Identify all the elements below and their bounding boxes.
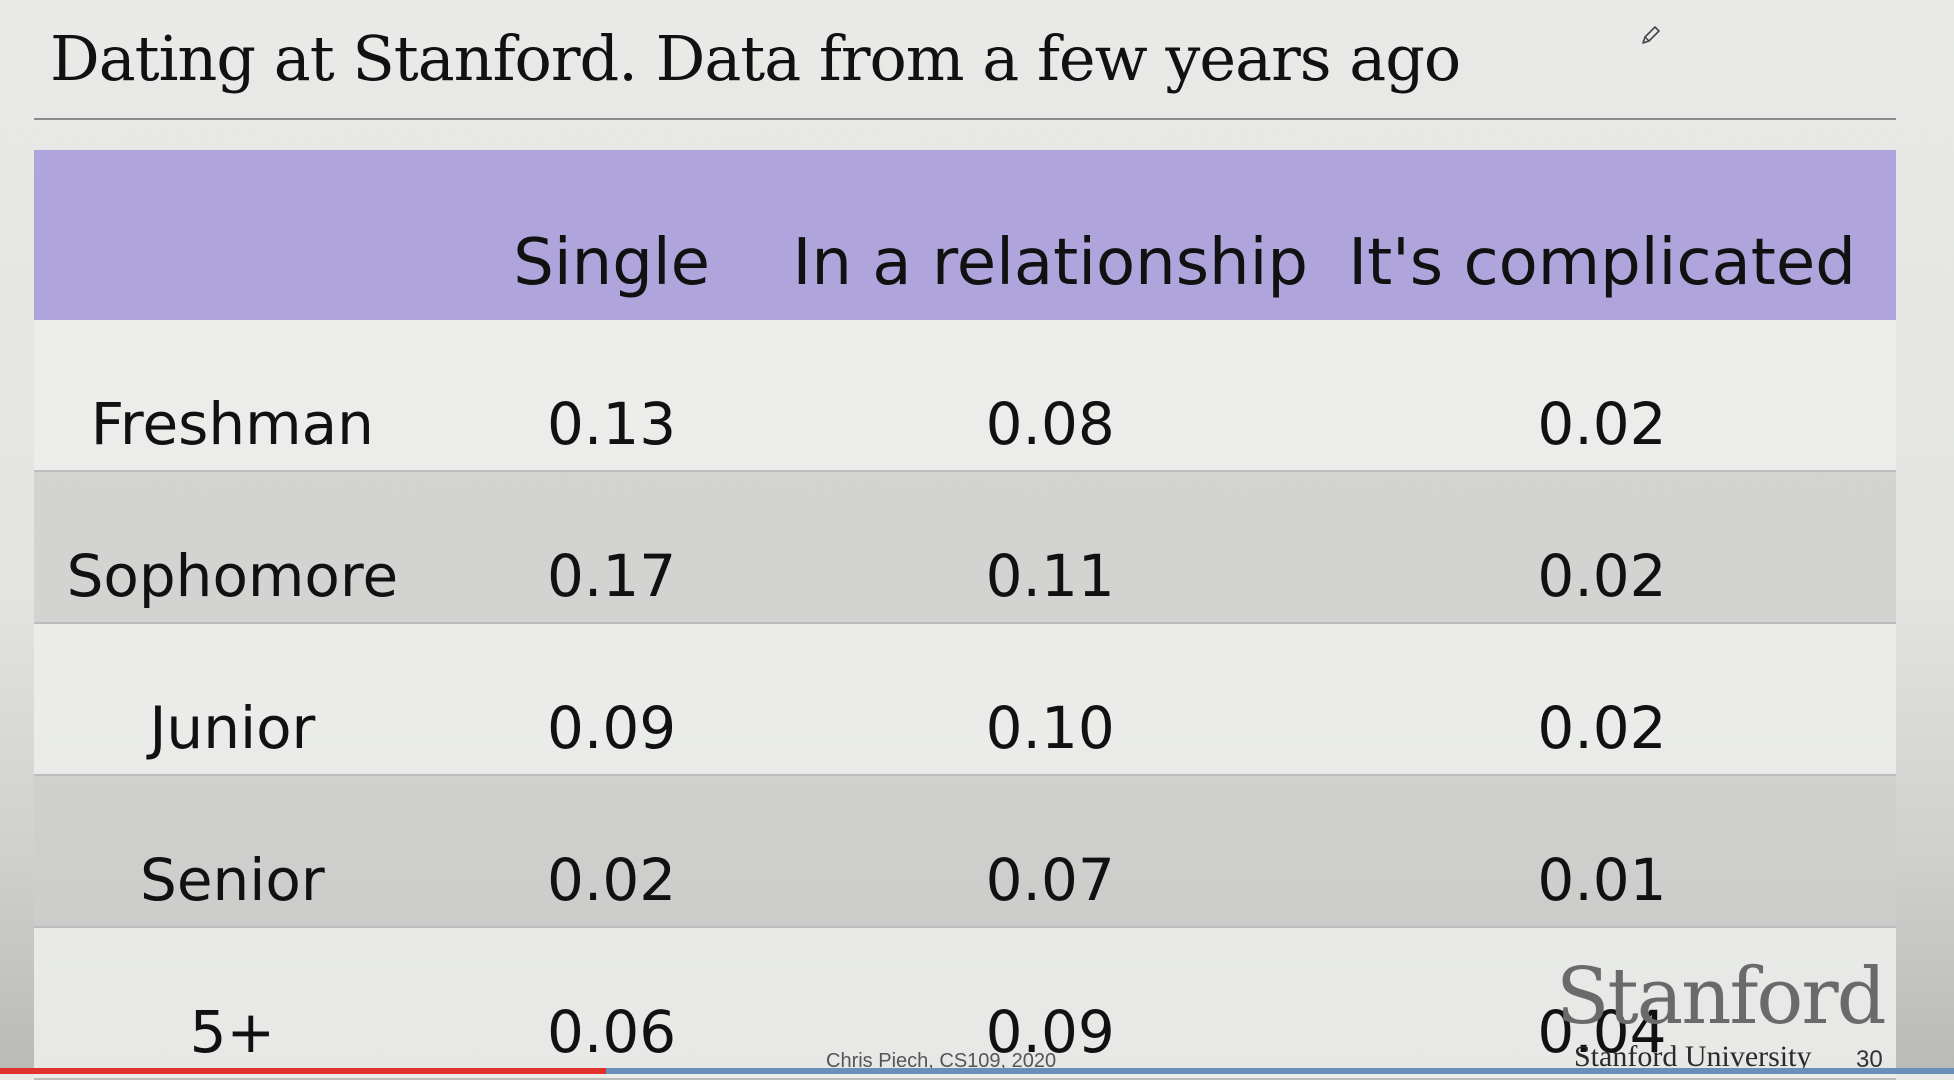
table-cell: 0.01 [1308,775,1896,928]
row-label: 5+ [34,927,431,1080]
table-cell: 0.02 [1308,623,1896,776]
column-header-in-a-relationship: In a relationship [792,150,1308,320]
table-cell: 0.08 [792,320,1308,472]
table-cell: 0.17 [430,471,793,624]
column-header-empty [34,150,431,320]
video-progress-bar[interactable] [0,1068,1954,1074]
table-row: Senior 0.02 0.07 0.01 [34,775,1896,928]
stanford-logo-wordmark: Stanford [1556,952,1887,1042]
table-row: Freshman 0.13 0.08 0.02 [34,320,1896,472]
table-row: Sophomore 0.17 0.11 0.02 [34,471,1896,624]
table-header-row: Single In a relationship It's complicate… [34,150,1896,320]
slide-title: Dating at Stanford. Data from a few year… [50,22,1461,95]
stanford-logo-subtitle: Stanford University [1574,1040,1812,1073]
pencil-icon[interactable] [1640,24,1662,46]
table-row: Junior 0.09 0.10 0.02 [34,623,1896,776]
table-cell: 0.11 [792,471,1308,624]
table-cell: 0.02 [430,775,793,928]
row-label: Junior [34,623,431,776]
row-label: Sophomore [34,471,431,624]
table-cell: 0.07 [792,775,1308,928]
table-cell: 0.02 [1308,471,1896,624]
video-progress-fill [0,1068,606,1074]
table-cell: 0.10 [792,623,1308,776]
column-header-its-complicated: It's complicated [1308,150,1896,320]
table-cell: 0.13 [430,320,793,472]
footer-credit: Chris Piech, CS109, 2020 [826,1050,1057,1072]
title-divider [34,118,1896,120]
column-header-single: Single [430,150,793,320]
table-cell: 0.02 [1308,320,1896,472]
table-cell: 0.04 [1308,927,1896,1080]
row-label: Senior [34,775,431,928]
row-label: Freshman [34,320,431,472]
table-cell: 0.09 [430,623,793,776]
table-cell: 0.06 [430,927,793,1080]
data-table-container: Single In a relationship It's complicate… [34,150,1896,1080]
data-table: Single In a relationship It's complicate… [34,150,1896,1080]
